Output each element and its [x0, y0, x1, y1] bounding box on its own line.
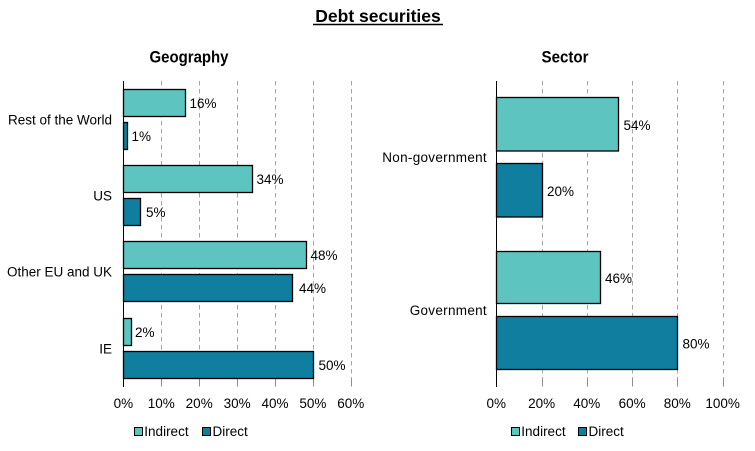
- svg-text:Debt securities: Debt securities: [315, 6, 441, 26]
- svg-text:20%: 20%: [528, 396, 555, 411]
- svg-text:60%: 60%: [337, 396, 364, 411]
- svg-text:Non-government: Non-government: [382, 150, 487, 165]
- svg-text:44%: 44%: [299, 281, 326, 296]
- svg-text:100%: 100%: [705, 396, 740, 411]
- svg-text:80%: 80%: [683, 337, 710, 352]
- svg-text:Direct: Direct: [589, 424, 625, 439]
- svg-text:Sector: Sector: [542, 48, 589, 67]
- svg-text:10%: 10%: [148, 396, 175, 411]
- svg-text:Indirect: Indirect: [144, 424, 189, 439]
- svg-text:50%: 50%: [299, 396, 326, 411]
- svg-text:40%: 40%: [573, 396, 600, 411]
- svg-text:Geography: Geography: [150, 48, 229, 67]
- svg-text:Direct: Direct: [213, 424, 249, 439]
- svg-text:34%: 34%: [257, 172, 284, 187]
- svg-text:0%: 0%: [114, 396, 134, 411]
- svg-text:60%: 60%: [619, 396, 646, 411]
- svg-text:2%: 2%: [135, 325, 155, 340]
- svg-text:Rest of the World: Rest of the World: [8, 112, 112, 127]
- svg-text:5%: 5%: [146, 205, 166, 220]
- svg-text:16%: 16%: [190, 96, 217, 111]
- svg-text:Government: Government: [410, 303, 487, 318]
- svg-text:54%: 54%: [624, 118, 651, 133]
- svg-text:50%: 50%: [319, 358, 346, 373]
- svg-text:Other EU and UK: Other EU and UK: [7, 264, 112, 279]
- svg-text:Indirect: Indirect: [521, 424, 566, 439]
- svg-text:1%: 1%: [132, 129, 152, 144]
- svg-text:20%: 20%: [547, 184, 574, 199]
- svg-text:30%: 30%: [224, 396, 251, 411]
- svg-text:0%: 0%: [487, 396, 507, 411]
- svg-text:46%: 46%: [605, 271, 632, 286]
- svg-text:40%: 40%: [261, 396, 288, 411]
- svg-text:US: US: [93, 188, 112, 203]
- svg-text:20%: 20%: [186, 396, 213, 411]
- svg-text:IE: IE: [99, 341, 112, 356]
- svg-text:48%: 48%: [311, 248, 338, 263]
- svg-text:80%: 80%: [664, 396, 691, 411]
